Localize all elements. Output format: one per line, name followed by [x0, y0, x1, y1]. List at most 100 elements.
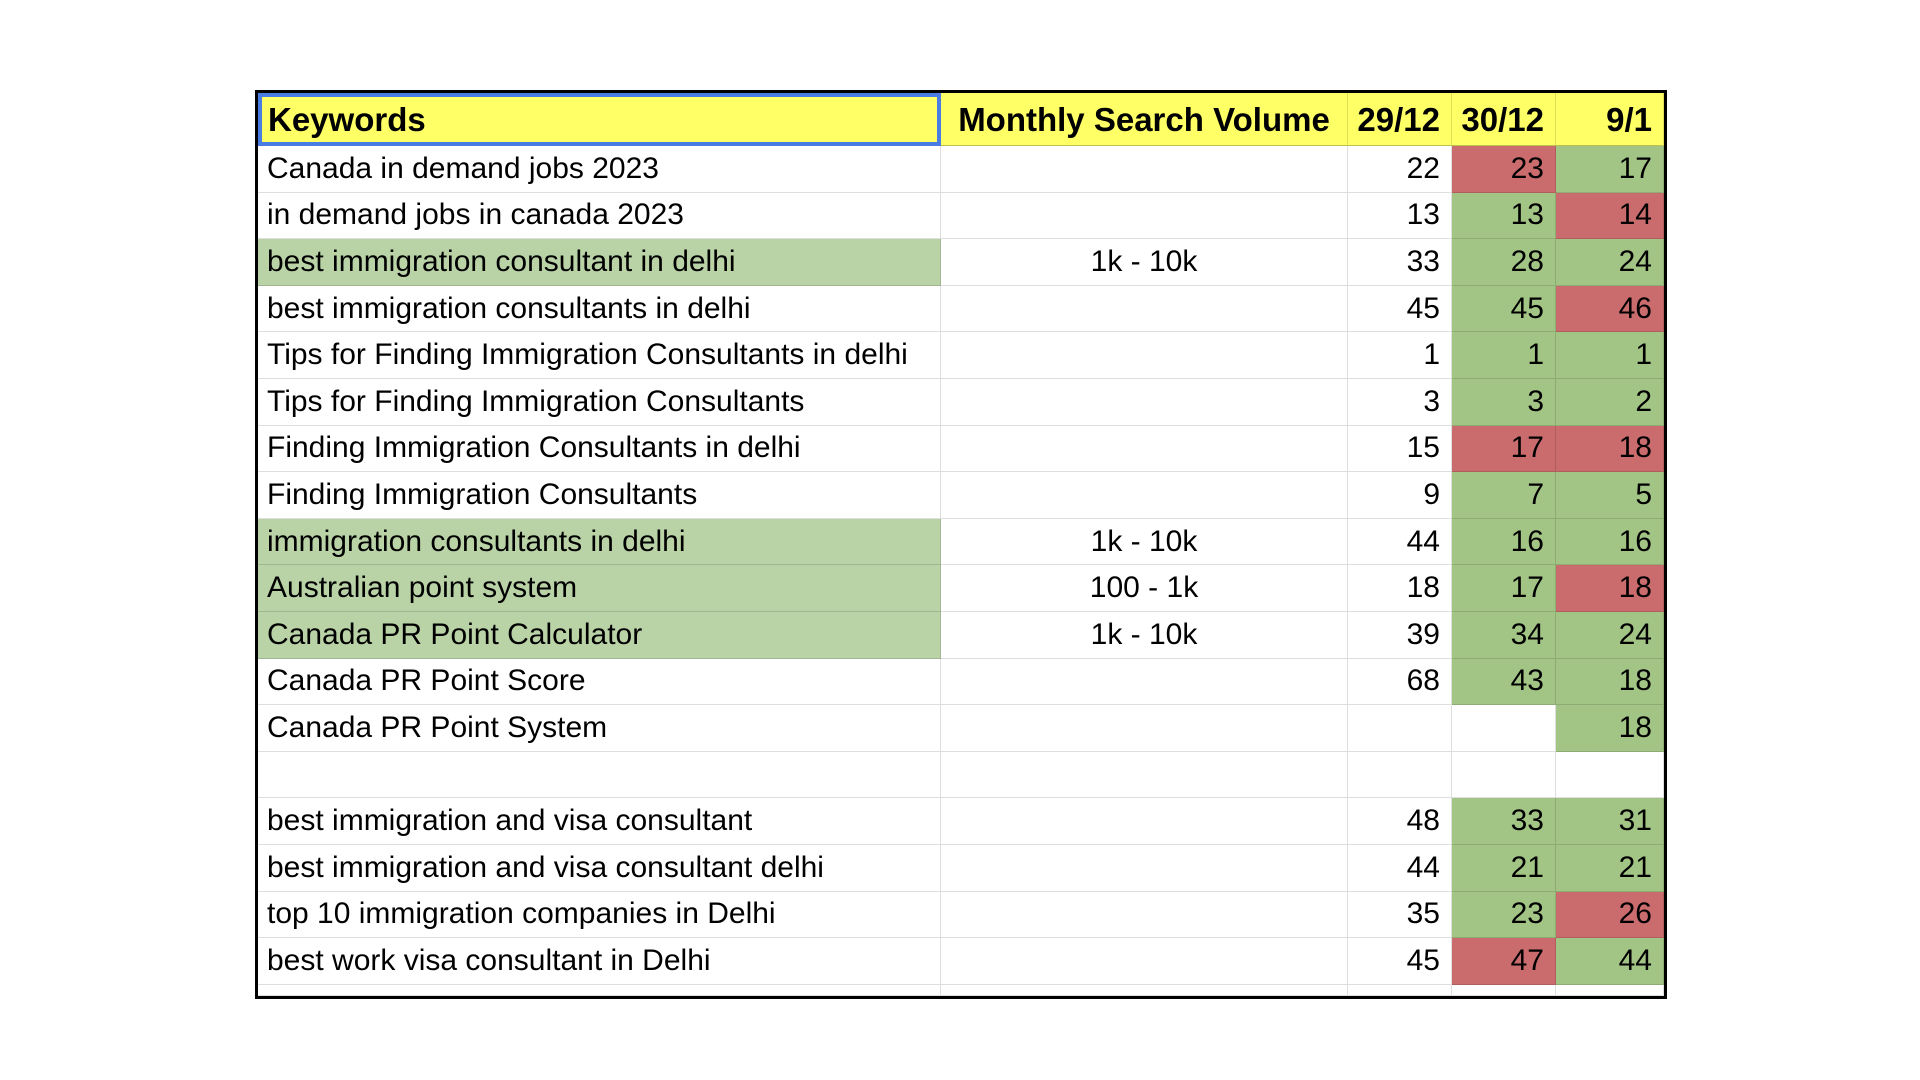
column-header-date-9-1[interactable]: 9/1	[1556, 93, 1664, 146]
cell-rank-value[interactable]: 1	[1452, 332, 1556, 379]
cell-rank-value[interactable]: 18	[1348, 565, 1452, 612]
cell-rank-value[interactable]: 24	[1556, 239, 1664, 286]
cell-rank-value[interactable]: 28	[1452, 239, 1556, 286]
cell-monthly-search-volume[interactable]	[941, 658, 1348, 706]
cell-monthly-search-volume[interactable]	[941, 146, 1348, 193]
cell-keyword[interactable]: best work visa consultant in Delhi	[258, 938, 941, 985]
cell-rank-value[interactable]: 3	[1348, 378, 1452, 426]
cell-keyword[interactable]	[258, 751, 941, 799]
cell-rank-value[interactable]: 43	[1452, 658, 1556, 706]
cell-rank-value[interactable]: 18	[1556, 705, 1664, 752]
cell-monthly-search-volume[interactable]	[941, 192, 1348, 240]
cell-rank-value[interactable]: 14	[1556, 192, 1664, 240]
cell-rank-value[interactable]: 24	[1556, 611, 1664, 659]
cell-keyword[interactable]: Finding Immigration Consultants in delhi	[258, 425, 941, 473]
cell-monthly-search-volume[interactable]	[941, 472, 1348, 519]
cell-keyword[interactable]: in demand jobs in canada 2023	[258, 192, 941, 240]
cell-rank-value[interactable]: 22	[1348, 146, 1452, 193]
cell-rank-value[interactable]: 18	[1556, 658, 1664, 706]
cell-rank-value[interactable]: 44	[1348, 844, 1452, 892]
cell-keyword[interactable]: Finding Immigration Consultants	[258, 472, 941, 519]
cell-monthly-search-volume[interactable]: 1k - 10k	[941, 518, 1348, 566]
cell-keyword[interactable]: best immigration and visa consultant	[258, 798, 941, 845]
cell-monthly-search-volume[interactable]	[941, 705, 1348, 752]
cell-monthly-search-volume[interactable]	[941, 891, 1348, 939]
cell-keyword[interactable]: Canada PR Point Calculator	[258, 611, 941, 659]
cell-monthly-search-volume[interactable]: 1k - 10k	[941, 611, 1348, 659]
cell-rank-value[interactable]: 21	[1556, 844, 1664, 892]
cell-rank-value[interactable]	[1348, 751, 1452, 799]
cell-rank-value[interactable]: 44	[1348, 518, 1452, 566]
cell-rank-value[interactable]: 48	[1348, 798, 1452, 845]
cell-rank-value[interactable]: 2	[1556, 378, 1664, 426]
cell-keyword[interactable]: Canada PR Point Score	[258, 658, 941, 706]
cell-rank-value[interactable]	[1556, 751, 1664, 799]
cell-monthly-search-volume[interactable]	[941, 751, 1348, 799]
cell-rank-value[interactable]: 45	[1452, 285, 1556, 333]
cell-monthly-search-volume[interactable]	[941, 285, 1348, 333]
empty-cell[interactable]	[1452, 984, 1556, 996]
cell-monthly-search-volume[interactable]: 1k - 10k	[941, 239, 1348, 286]
cell-keyword[interactable]: best immigration consultant in delhi	[258, 239, 941, 286]
empty-cell[interactable]	[258, 984, 941, 996]
cell-keyword[interactable]: Tips for Finding Immigration Consultants	[258, 378, 941, 426]
cell-rank-value[interactable]: 47	[1452, 938, 1556, 985]
cell-rank-value[interactable]: 23	[1452, 891, 1556, 939]
cell-monthly-search-volume[interactable]	[941, 798, 1348, 845]
column-header-keywords[interactable]: Keywords	[258, 93, 941, 146]
cell-keyword[interactable]: best immigration consultants in delhi	[258, 285, 941, 333]
cell-rank-value[interactable]: 17	[1556, 146, 1664, 193]
cell-rank-value[interactable]: 13	[1348, 192, 1452, 240]
cell-monthly-search-volume[interactable]: 100 - 1k	[941, 565, 1348, 612]
cell-monthly-search-volume[interactable]	[941, 425, 1348, 473]
cell-rank-value[interactable]: 16	[1452, 518, 1556, 566]
cell-keyword[interactable]: top 10 immigration companies in Delhi	[258, 891, 941, 939]
cell-monthly-search-volume[interactable]	[941, 844, 1348, 892]
cell-keyword[interactable]: Australian point system	[258, 565, 941, 612]
cell-keyword[interactable]: best immigration and visa consultant del…	[258, 844, 941, 892]
cell-rank-value[interactable]: 34	[1452, 611, 1556, 659]
column-header-date-30-12[interactable]: 30/12	[1452, 93, 1556, 146]
cell-rank-value[interactable]: 13	[1452, 192, 1556, 240]
cell-rank-value[interactable]: 18	[1556, 565, 1664, 612]
cell-rank-value[interactable]: 3	[1452, 378, 1556, 426]
cell-keyword[interactable]: immigration consultants in delhi	[258, 518, 941, 566]
cell-rank-value[interactable]	[1452, 751, 1556, 799]
empty-cell[interactable]	[941, 984, 1348, 996]
cell-rank-value[interactable]	[1452, 705, 1556, 752]
column-header-msv[interactable]: Monthly Search Volume	[941, 93, 1348, 146]
cell-rank-value[interactable]: 39	[1348, 611, 1452, 659]
cell-keyword[interactable]: Canada PR Point System	[258, 705, 941, 752]
cell-keyword[interactable]: Tips for Finding Immigration Consultants…	[258, 332, 941, 379]
cell-rank-value[interactable]: 1	[1556, 332, 1664, 379]
cell-rank-value[interactable]: 9	[1348, 472, 1452, 519]
cell-rank-value[interactable]: 46	[1556, 285, 1664, 333]
cell-rank-value[interactable]: 31	[1556, 798, 1664, 845]
empty-cell[interactable]	[1348, 984, 1452, 996]
cell-rank-value[interactable]: 17	[1452, 425, 1556, 473]
cell-rank-value[interactable]: 17	[1452, 565, 1556, 612]
cell-rank-value[interactable]: 45	[1348, 285, 1452, 333]
column-header-date-29-12[interactable]: 29/12	[1348, 93, 1452, 146]
cell-rank-value[interactable]: 23	[1452, 146, 1556, 193]
cell-rank-value[interactable]: 33	[1452, 798, 1556, 845]
cell-rank-value[interactable]: 7	[1452, 472, 1556, 519]
cell-rank-value[interactable]: 44	[1556, 938, 1664, 985]
cell-monthly-search-volume[interactable]	[941, 938, 1348, 985]
cell-rank-value[interactable]: 5	[1556, 472, 1664, 519]
cell-monthly-search-volume[interactable]	[941, 378, 1348, 426]
cell-keyword[interactable]: Canada in demand jobs 2023	[258, 146, 941, 193]
empty-cell[interactable]	[1556, 984, 1664, 996]
cell-rank-value[interactable]: 45	[1348, 938, 1452, 985]
cell-rank-value[interactable]: 26	[1556, 891, 1664, 939]
cell-rank-value[interactable]: 21	[1452, 844, 1556, 892]
cell-monthly-search-volume[interactable]	[941, 332, 1348, 379]
cell-rank-value[interactable]: 15	[1348, 425, 1452, 473]
cell-rank-value[interactable]: 1	[1348, 332, 1452, 379]
cell-rank-value[interactable]	[1348, 705, 1452, 752]
cell-rank-value[interactable]: 18	[1556, 425, 1664, 473]
cell-rank-value[interactable]: 16	[1556, 518, 1664, 566]
cell-rank-value[interactable]: 35	[1348, 891, 1452, 939]
cell-rank-value[interactable]: 33	[1348, 239, 1452, 286]
cell-rank-value[interactable]: 68	[1348, 658, 1452, 706]
